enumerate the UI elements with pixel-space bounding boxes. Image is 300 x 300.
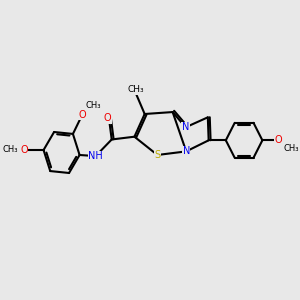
Text: O: O <box>104 113 111 123</box>
Text: N: N <box>182 146 190 156</box>
Text: N: N <box>182 122 189 132</box>
Text: CH₃: CH₃ <box>128 85 144 94</box>
Text: CH₃: CH₃ <box>283 144 299 153</box>
Text: S: S <box>154 150 161 160</box>
Text: NH: NH <box>88 151 103 161</box>
Text: CH₃: CH₃ <box>2 146 17 154</box>
Text: O: O <box>79 110 86 119</box>
Text: O: O <box>20 145 28 155</box>
Text: O: O <box>274 135 282 145</box>
Text: CH₃: CH₃ <box>85 101 100 110</box>
